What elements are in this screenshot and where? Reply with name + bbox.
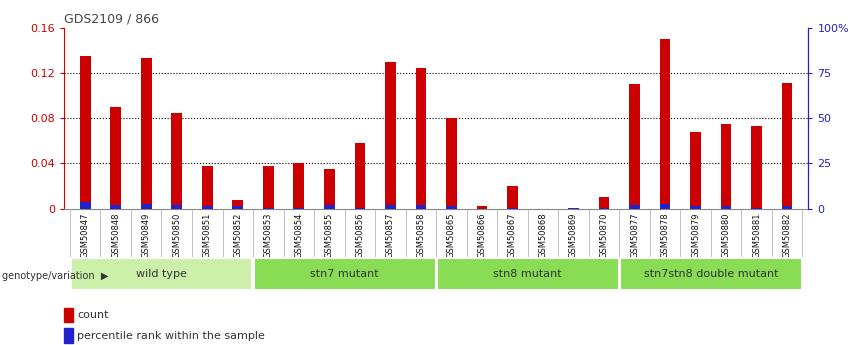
Bar [568, 208, 579, 209]
Bar [721, 206, 731, 209]
Bar [751, 126, 762, 209]
Bar [202, 206, 213, 209]
Bar [294, 164, 304, 209]
Text: GSM50869: GSM50869 [569, 213, 578, 258]
FancyBboxPatch shape [254, 258, 436, 290]
Text: GSM50867: GSM50867 [508, 213, 517, 258]
Bar [507, 208, 517, 209]
Text: GSM50856: GSM50856 [356, 213, 364, 258]
Bar [141, 58, 151, 209]
Bar [171, 112, 182, 209]
Text: percentile rank within the sample: percentile rank within the sample [77, 331, 266, 341]
Bar [415, 205, 426, 209]
Bar [477, 206, 488, 209]
Bar [446, 118, 457, 209]
Bar [111, 107, 121, 209]
Text: stn8 mutant: stn8 mutant [494, 269, 562, 279]
Bar [355, 208, 365, 209]
Bar [415, 68, 426, 209]
Bar [202, 166, 213, 209]
Bar [629, 84, 640, 209]
Text: GSM50848: GSM50848 [111, 213, 120, 258]
Text: GDS2109 / 866: GDS2109 / 866 [64, 12, 159, 25]
Bar [446, 206, 457, 209]
Text: GSM50879: GSM50879 [691, 213, 700, 258]
Bar [568, 208, 579, 209]
Text: GSM50849: GSM50849 [142, 213, 151, 258]
Bar [598, 208, 609, 209]
Bar [171, 205, 182, 209]
Bar [324, 205, 334, 209]
Bar [629, 205, 640, 209]
Bar [80, 56, 90, 209]
Bar [782, 206, 792, 209]
Bar [64, 328, 72, 343]
Bar [294, 208, 304, 209]
Text: GSM50857: GSM50857 [386, 213, 395, 258]
Bar [660, 204, 671, 209]
Text: GSM50853: GSM50853 [264, 213, 273, 258]
Text: GSM50868: GSM50868 [539, 213, 547, 258]
FancyBboxPatch shape [71, 258, 253, 290]
Text: GSM50847: GSM50847 [81, 213, 89, 258]
Text: count: count [77, 310, 109, 320]
Text: GSM50858: GSM50858 [416, 213, 426, 258]
Text: GSM50852: GSM50852 [233, 213, 243, 258]
Text: GSM50877: GSM50877 [630, 213, 639, 258]
Bar [721, 124, 731, 209]
Text: GSM50865: GSM50865 [447, 213, 456, 258]
Bar [80, 202, 90, 209]
Bar [232, 200, 243, 209]
Text: GSM50855: GSM50855 [325, 213, 334, 258]
Bar [507, 186, 517, 209]
Bar [232, 206, 243, 209]
Bar [263, 166, 274, 209]
Text: GSM50850: GSM50850 [172, 213, 181, 258]
Bar [690, 132, 701, 209]
Bar [598, 197, 609, 209]
Bar [324, 169, 334, 209]
Bar [660, 39, 671, 209]
Bar [385, 205, 396, 209]
Text: stn7stn8 double mutant: stn7stn8 double mutant [643, 269, 778, 279]
Bar [111, 205, 121, 209]
Text: GSM50880: GSM50880 [722, 213, 730, 258]
Text: GSM50851: GSM50851 [203, 213, 212, 258]
Bar [385, 61, 396, 209]
Text: GSM50881: GSM50881 [752, 213, 761, 258]
Bar [355, 143, 365, 209]
FancyBboxPatch shape [437, 258, 619, 290]
Text: GSM50866: GSM50866 [477, 213, 487, 258]
Bar [751, 208, 762, 209]
Bar [141, 204, 151, 209]
Bar [782, 83, 792, 209]
Text: GSM50878: GSM50878 [660, 213, 670, 258]
Text: genotype/variation  ▶: genotype/variation ▶ [2, 271, 108, 281]
Bar [263, 208, 274, 209]
Text: GSM50882: GSM50882 [783, 213, 791, 258]
Text: wild type: wild type [136, 269, 187, 279]
FancyBboxPatch shape [620, 258, 802, 290]
Text: GSM50870: GSM50870 [599, 213, 608, 258]
Text: GSM50854: GSM50854 [294, 213, 303, 258]
Bar [690, 206, 701, 209]
Text: stn7 mutant: stn7 mutant [311, 269, 379, 279]
Bar [64, 308, 72, 322]
